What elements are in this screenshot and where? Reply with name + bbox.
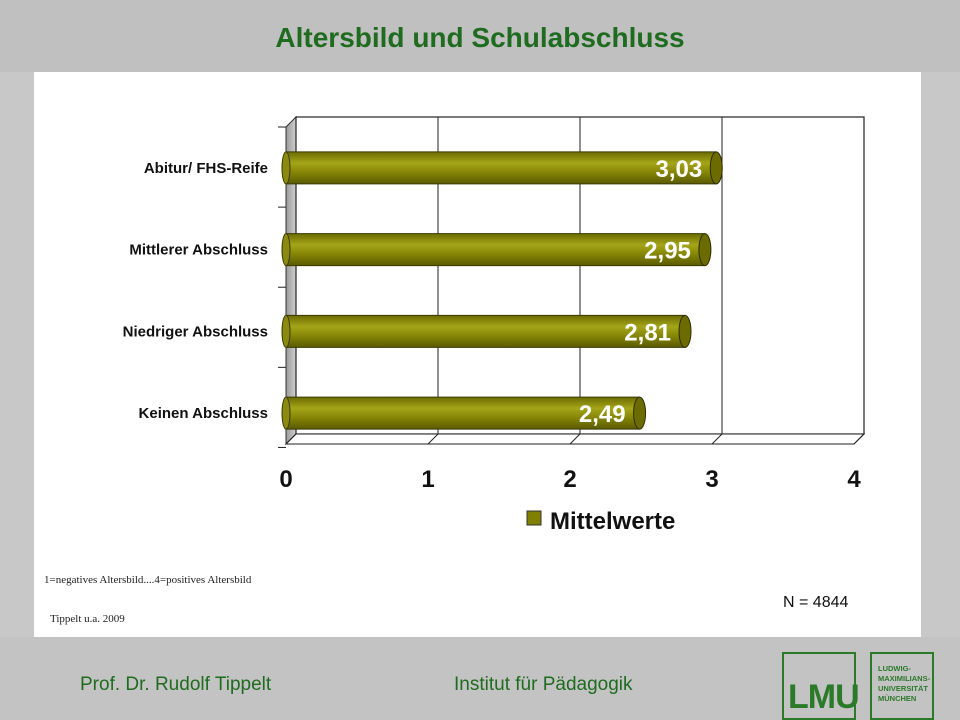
legend-label: Mittelwerte (550, 508, 675, 535)
bar-cap (678, 314, 692, 348)
x-tick-label: 2 (563, 466, 576, 493)
footer-institute: Institut für Pädagogik (454, 674, 633, 695)
logo-frame-right (870, 652, 934, 720)
category-label: Abitur/ FHS-Reife (144, 160, 268, 177)
scale-note: 1=negatives Altersbild....4=positives Al… (44, 574, 252, 586)
x-tick-label: 1 (421, 466, 434, 493)
title-bar: Altersbild und Schulabschluss (0, 0, 960, 72)
bar (285, 314, 686, 348)
bar-value-label: 2,81 (624, 319, 671, 346)
gridline-floor (427, 433, 439, 445)
bar (285, 233, 706, 267)
bar-base (281, 314, 291, 348)
x-tick-label: 3 (705, 466, 718, 493)
gridline-floor (569, 433, 581, 445)
bar (285, 396, 641, 430)
sample-size: N = 4844 (783, 594, 849, 611)
category-label: Mittlerer Abschluss (129, 242, 268, 259)
bar-value-label: 2,95 (644, 238, 691, 265)
source-note: Tippelt u.a. 2009 (50, 613, 125, 625)
bar-cap (633, 396, 647, 430)
slide-title: Altersbild und Schulabschluss (275, 22, 685, 53)
category-label: Keinen Abschluss (139, 405, 268, 422)
legend-swatch (526, 510, 542, 526)
bar-base (281, 233, 291, 267)
bar-cap (698, 233, 712, 267)
bar-chart: 0 1 2 3 4 3,03 Abitur/ FHS-Reife 2,95 Mittlerer … (123, 115, 866, 535)
bar (285, 151, 717, 185)
gridline-floor (711, 433, 723, 445)
gridline-floor (285, 433, 297, 445)
logo-line-2: MAXIMILIANS- (878, 674, 931, 683)
logo-frame-left (782, 652, 856, 720)
logo-mark: LMU (788, 678, 860, 716)
bar-base (281, 396, 291, 430)
bar-base (281, 151, 291, 185)
bar-value-label: 2,49 (579, 401, 626, 428)
bar-cap (709, 151, 723, 185)
chart-panel: 0 1 2 3 4 3,03 Abitur/ FHS-Reife 2,95 Mittlerer … (34, 72, 921, 637)
category-label: Niedriger Abschluss (123, 323, 268, 340)
logo-line-3: UNIVERSITÄT (878, 684, 929, 693)
gridline-floor (853, 433, 865, 445)
logo-line-4: MÜNCHEN (878, 694, 917, 703)
x-tick-label: 0 (279, 466, 292, 493)
bar-value-label: 3,03 (656, 156, 703, 183)
footer-author: Prof. Dr. Rudolf Tippelt (80, 674, 272, 695)
logo-line-1: LUDWIG- (878, 664, 911, 673)
lmu-logo: LMU LUDWIG- MAXIMILIANS- UNIVERSITÄT MÜN… (768, 640, 960, 720)
x-tick-label: 4 (847, 466, 861, 493)
